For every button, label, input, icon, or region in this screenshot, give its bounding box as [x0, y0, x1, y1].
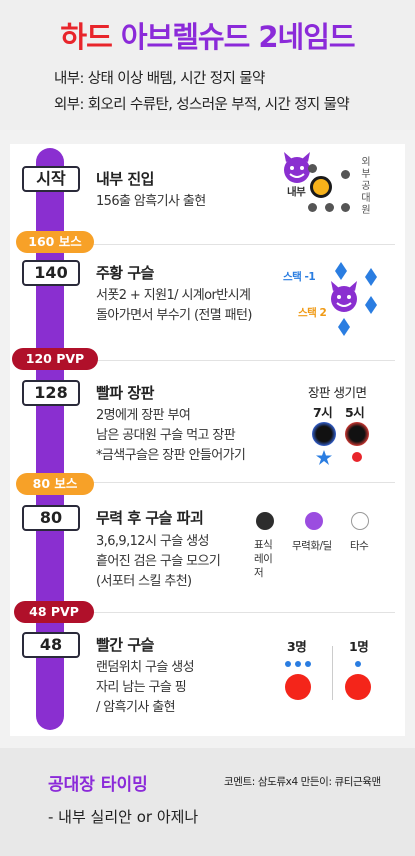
- one-player-label: 1명: [349, 639, 369, 654]
- section-text: 랜덤위치 구슬 생성 자리 남는 구슬 핑 / 암흑기사 출현: [96, 660, 195, 715]
- black-orb-icon: [256, 512, 274, 530]
- step-badge: 48: [22, 632, 80, 658]
- header-outer-items: 외부: 회오리 수류탄, 성스러운 부적, 시간 정지 물약: [54, 97, 350, 113]
- red-orb-icon: [345, 674, 371, 700]
- red-field-orb: [345, 422, 369, 446]
- inner-label: 내부: [287, 186, 306, 198]
- outer-label: 외 부 공 대 원: [361, 157, 371, 216]
- member-dot: [325, 203, 334, 212]
- phase-pill: 120 PVP: [12, 348, 98, 370]
- divider: [60, 360, 395, 361]
- section-text: 3,6,9,12시 구슬 생성 흩어진 검은 구슬 모으기 (서포터 스킬 추천…: [96, 534, 221, 589]
- divider: [60, 244, 395, 245]
- field-heading: 장판 생기면: [308, 385, 367, 400]
- purple-orb-label: 무력화/딜: [292, 540, 332, 552]
- member-dot: [308, 203, 317, 212]
- phase-pill: 80 보스: [16, 473, 94, 495]
- page-title: 하드 아브렐슈드 2네임드: [0, 14, 415, 56]
- title-difficulty: 하드: [60, 20, 112, 54]
- diamond-icon: [335, 262, 347, 280]
- orb-icon: [310, 176, 332, 198]
- divider: [60, 482, 395, 483]
- blue-field-orb: [312, 422, 336, 446]
- red-dot: [352, 452, 362, 462]
- diamond-icon: [338, 318, 350, 336]
- header-inner-items: 내부: 상태 이상 배템, 시간 정지 물약: [54, 71, 265, 87]
- member-dot: [341, 170, 350, 179]
- footer-credit: 코멘트: 삼도류x4 만든이: 큐티근육맨: [224, 776, 381, 788]
- member-dot: [341, 203, 350, 212]
- step-badge: 시작: [22, 166, 80, 192]
- member-dot: [308, 164, 317, 173]
- section-text: 서폿2 + 지원1/ 시계or반시계 돌아가면서 부수기 (전멸 패턴): [96, 288, 252, 323]
- player-dot: [295, 661, 301, 667]
- footer-title: 공대장 타이밍: [48, 775, 148, 795]
- divider: [60, 612, 395, 613]
- section-title: 내부 진입: [96, 170, 154, 188]
- diamond-icon: [365, 268, 377, 286]
- white-orb-label: 타수: [350, 540, 369, 552]
- devil-icon: [331, 281, 357, 312]
- player-dot: [285, 661, 291, 667]
- player-dot: [355, 661, 361, 667]
- footer-note: - 내부 실리안 or 아제나: [48, 808, 199, 826]
- section-text: 156출 암흑기사 출현: [96, 194, 206, 209]
- title-boss: 아브렐슈드 2네임드: [120, 20, 356, 54]
- section-title: 무력 후 구슬 파괴: [96, 509, 204, 527]
- three-player-label: 3명: [287, 639, 307, 654]
- footer: [0, 748, 415, 856]
- section-title: 주황 구슬: [96, 264, 154, 282]
- step-badge: 128: [22, 380, 80, 406]
- star-icon: [316, 450, 332, 465]
- stack-minus-label: 스택 -1: [283, 271, 316, 283]
- header: 하드 아브렐슈드 2네임드 내부: 상태 이상 배템, 시간 정지 물약 외부:…: [0, 0, 415, 130]
- diamond-icon: [365, 296, 377, 314]
- devil-icon: [284, 152, 310, 183]
- red-orb-icon: [285, 674, 311, 700]
- step-badge: 140: [22, 260, 80, 286]
- player-dot: [305, 661, 311, 667]
- phase-pill: 48 PVP: [14, 601, 94, 623]
- clock-5-label: 5시: [345, 405, 365, 420]
- stack-plus-label: 스택 2: [298, 307, 327, 319]
- section-title: 빨파 장판: [96, 384, 154, 402]
- clock-7-label: 7시: [313, 405, 333, 420]
- white-orb-icon: [351, 512, 369, 530]
- section-title: 빨간 구슬: [96, 636, 154, 654]
- section-text: 2명에게 장판 부여 남은 공대원 구슬 먹고 장판 *금색구슬은 장판 안들어…: [96, 408, 246, 463]
- purple-orb-icon: [305, 512, 323, 530]
- step-badge: 80: [22, 505, 80, 531]
- phase-pill: 160 보스: [16, 231, 94, 253]
- black-orb-label: 표식 레이저: [254, 539, 273, 579]
- separator: [332, 646, 333, 700]
